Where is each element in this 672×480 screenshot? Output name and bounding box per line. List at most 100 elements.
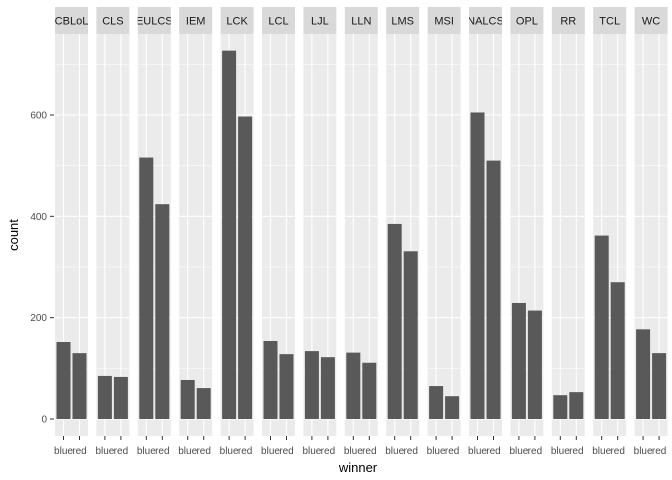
bar-lcl-red <box>279 354 294 419</box>
y-tick-label: 0 <box>41 415 47 426</box>
x-tick-label: blue <box>592 446 611 457</box>
x-tick-label: red <box>155 446 169 457</box>
facet-panel-wc: WC blue red <box>634 7 668 457</box>
facet-panel-lck: LCK blue red <box>220 7 254 457</box>
facet-panel-background <box>179 34 213 436</box>
facet-panel-cls: CLS blue red <box>95 7 130 457</box>
x-tick-label: red <box>362 446 376 457</box>
x-tick-label: blue <box>137 446 156 457</box>
x-tick-label: blue <box>551 446 570 457</box>
facet-strip <box>96 7 130 34</box>
x-tick-label: red <box>403 446 417 457</box>
facet-strip <box>262 7 295 34</box>
x-tick-label: blue <box>95 446 114 457</box>
x-tick-label: blue <box>54 446 73 457</box>
x-tick-label: red <box>279 446 293 457</box>
bar-ljl-blue <box>304 351 319 419</box>
x-axis-title: winner <box>338 460 378 475</box>
facet-strip-label: LCK <box>226 16 248 28</box>
facet-strip <box>427 7 461 34</box>
x-tick-label: blue <box>220 446 239 457</box>
bar-wc-blue <box>636 329 651 419</box>
facet-strip-label: LMS <box>391 16 414 28</box>
facet-strip <box>137 7 171 34</box>
bar-lms-red <box>403 251 418 419</box>
facet-strip-label: IEM <box>186 16 206 28</box>
x-tick-label: red <box>528 446 542 457</box>
x-tick-label: blue <box>261 446 280 457</box>
facet-panel-rr: RR blue red <box>551 7 585 457</box>
facet-panel-lln: LLN blue red <box>344 7 378 457</box>
facet-strip <box>469 7 502 34</box>
facet-panel-lms: LMS blue red <box>385 7 420 457</box>
facet-strip-label: LLN <box>351 16 371 28</box>
facet-strip-label: NALCS <box>467 16 504 28</box>
facet-strip-label: CLS <box>102 16 123 28</box>
facet-strip-label: TCL <box>599 16 620 28</box>
bar-nalcs-red <box>486 160 501 419</box>
facet-strip-label: LCL <box>268 16 288 28</box>
facet-panel-opl: OPL blue red <box>509 7 544 457</box>
bar-cblol-blue <box>56 341 71 419</box>
bar-msi-blue <box>429 386 444 419</box>
facet-strip <box>179 7 213 34</box>
bar-cls-blue <box>97 375 112 419</box>
x-tick-label: blue <box>427 446 446 457</box>
x-tick-label: blue <box>344 446 363 457</box>
facet-strip-label: OPL <box>516 16 538 28</box>
x-tick-label: blue <box>509 446 528 457</box>
bar-rr-red <box>569 392 584 419</box>
x-tick-label: blue <box>468 446 487 457</box>
facet-strip <box>220 7 254 34</box>
y-axis: 0 200 400 600 <box>30 111 54 426</box>
bar-tcl-blue <box>594 235 609 419</box>
bar-lcl-blue <box>263 340 278 419</box>
facet-panel-lcl: LCL blue red <box>261 7 295 457</box>
facet-panel-background <box>96 34 130 436</box>
x-tick-label: red <box>72 446 86 457</box>
bar-lln-red <box>362 362 377 419</box>
bar-tcl-red <box>610 282 625 419</box>
bar-opl-blue <box>511 302 526 419</box>
y-tick-label: 600 <box>30 111 47 122</box>
facet-strip <box>55 7 88 34</box>
facet-strip-label: EULCS <box>136 16 173 28</box>
x-tick-label: red <box>652 446 666 457</box>
bar-lln-blue <box>346 352 361 419</box>
facet-panel-msi: MSI blue red <box>427 7 461 457</box>
x-tick-label: red <box>569 446 583 457</box>
facet-strip <box>593 7 627 34</box>
x-tick-label: red <box>610 446 624 457</box>
x-tick-label: blue <box>178 446 197 457</box>
facet-panel-tcl: TCL blue red <box>592 7 627 457</box>
x-tick-label: red <box>196 446 210 457</box>
bar-cblol-red <box>72 353 87 419</box>
facet-panel-nalcs: NALCS blue red <box>467 7 504 457</box>
facet-strip-label: CBLoL <box>55 16 89 28</box>
x-tick-label: blue <box>302 446 321 457</box>
y-tick-label: 400 <box>30 212 47 223</box>
x-tick-label: red <box>238 446 252 457</box>
facet-panel-eulcs: EULCS blue red <box>136 7 173 457</box>
bar-rr-blue <box>553 395 568 419</box>
x-tick-label: red <box>114 446 128 457</box>
y-axis-title: count <box>6 219 21 251</box>
bar-lck-blue <box>222 50 237 420</box>
x-tick-label: red <box>486 446 500 457</box>
bar-eulcs-red <box>155 204 170 419</box>
bar-msi-red <box>445 396 460 419</box>
bar-ljl-red <box>320 357 335 419</box>
facet-panel-ljl: LJL blue red <box>302 7 337 457</box>
bar-eulcs-blue <box>139 157 154 419</box>
facet-strip <box>303 7 337 34</box>
x-tick-label: blue <box>385 446 404 457</box>
bar-wc-red <box>652 353 667 419</box>
facet-strip <box>510 7 544 34</box>
facet-strip-label: WC <box>642 16 660 28</box>
x-tick-label: red <box>321 446 335 457</box>
facet-strip <box>634 7 668 34</box>
bar-lms-blue <box>387 223 402 419</box>
bar-iem-red <box>196 388 211 419</box>
facet-strip-label: LJL <box>311 16 329 28</box>
